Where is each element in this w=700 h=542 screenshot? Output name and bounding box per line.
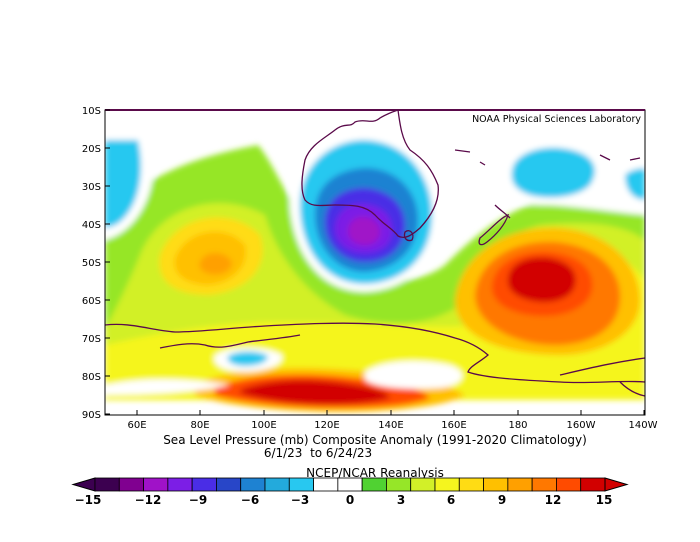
colorbar-tick-label: −6 [241,493,259,507]
lat-label-40s: 40S [82,220,101,231]
anomaly-high-east-nz-15 [507,257,576,303]
latitude-axis-labels: 10S 20S 30S 40S 50S 60S 70S 80S 90S [82,106,101,421]
caption-date-range: 6/1/23 to 6/24/23 [264,446,372,460]
colorbar [71,477,629,492]
colorbar-swatch [337,477,363,492]
colorbar-tick-label: −3 [291,493,309,507]
colorbar-tick-label: 15 [596,493,613,507]
coastline-new-zealand [478,213,510,246]
colorbar-labels: −15 −12 −9 −6 −3 0 3 6 9 12 15 [75,493,613,507]
latitude-ticks [105,109,110,415]
coastline-antarctica-east [159,334,301,349]
lat-label-60s: 60S [82,296,101,307]
coastline-nz-north [494,204,511,219]
coastline-antarctica [105,322,645,384]
coastlines [105,110,645,397]
coastline-tasmania [403,230,414,242]
colorbar-swatch [361,477,387,492]
credit-backdrop [458,111,644,125]
colorbar-tick-label: 0 [346,493,354,507]
lon-label-60e: 60E [127,420,146,431]
lon-label-180: 180 [508,420,527,431]
credit-label: NOAA Physical Sciences Laboratory [472,114,641,125]
lat-label-10s: 10S [82,106,101,117]
colorbar-tick-label: 6 [447,493,455,507]
colorbar-tick-label: −15 [75,493,102,507]
colorbar-swatch [556,477,582,492]
colorbar-swatch [216,477,242,492]
colorbar-max-arrow [604,477,629,492]
lat-label-30s: 30S [82,182,101,193]
lon-label-160e: 160E [441,420,466,431]
lon-label-140e: 140E [378,420,403,431]
coastline-south-america-tip [619,381,645,397]
pressure-anomaly-field [105,110,645,415]
colorbar-tick-label: 3 [397,493,405,507]
colorbar-swatch [264,477,290,492]
colorbar-tick-label: 12 [545,493,562,507]
colorbar-swatch [118,477,144,492]
caption-dataset: NCEP/NCAR Reanalysis [306,466,444,480]
coastline-ross-edge [559,357,645,376]
longitude-ticks [136,410,645,415]
colorbar-tick-label: −9 [189,493,207,507]
colorbar-swatch [483,477,509,492]
anomaly-low-east-edge-minus3 [625,168,645,200]
colorbar-swatch [191,477,217,492]
colorbar-min-arrow [71,477,96,492]
colorbar-swatch [288,477,314,492]
colorbar-swatch [531,477,557,492]
lat-label-90s: 90S [82,410,101,421]
colorbar-swatch [410,477,436,492]
anomaly-band-positive-8 [199,253,232,275]
anomaly-low-antarctica-minus3 [227,351,268,366]
lon-label-120e: 120E [314,420,339,431]
lon-label-80e: 80E [190,420,209,431]
colorbar-tick-label: −12 [135,493,162,507]
lat-label-50s: 50S [82,258,101,269]
coastline-australia [301,110,439,239]
plot-frame [104,109,646,416]
colorbar-swatch [94,477,120,492]
lon-label-160w: 160W [567,420,596,431]
lon-label-100e: 100E [251,420,276,431]
coastline-pacific-islands [454,149,641,166]
anomaly-high-antarctica-15 [240,380,390,405]
colorbar-swatch [240,477,266,492]
lon-label-140w: 140W [629,420,658,431]
anomaly-neutral-patch-antarctica [365,360,463,389]
colorbar-swatch [313,477,339,492]
longitude-axis-labels: 60E 80E 100E 120E 140E 160E 180 160W 140… [127,420,657,431]
anomaly-low-australia-minus11 [347,216,380,245]
lat-label-80s: 80S [82,372,101,383]
lat-label-20s: 20S [82,144,101,155]
colorbar-tick-label: 9 [498,493,506,507]
colorbar-swatch [580,477,606,492]
anomaly-neutral-patch-west [105,379,230,395]
colorbar-swatch [167,477,193,492]
anomaly-low-west-minus3 [105,140,141,228]
colorbar-swatch [507,477,533,492]
lat-label-70s: 70S [82,334,101,345]
caption-title: Sea Level Pressure (mb) Composite Anomal… [163,433,587,447]
anomaly-low-northeast-minus3 [511,147,595,198]
colorbar-swatch [458,477,484,492]
colorbar-swatch [143,477,169,492]
colorbar-swatch [434,477,460,492]
colorbar-swatch [386,477,412,492]
